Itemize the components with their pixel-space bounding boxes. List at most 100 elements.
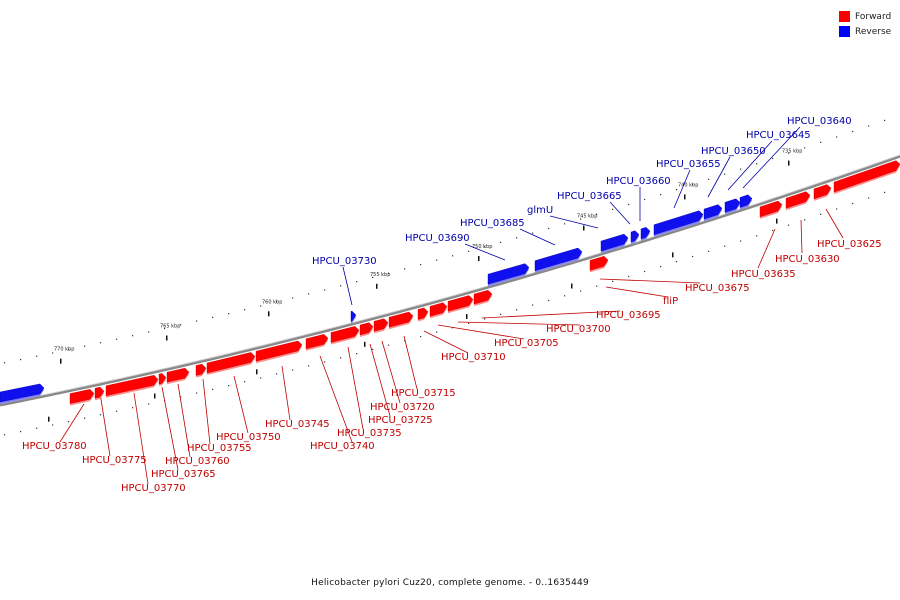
leader-hpcu-03765	[161, 386, 179, 471]
gene-label-hpcu-03625: HPCU_03625	[817, 239, 882, 250]
scale-dot	[820, 213, 822, 215]
gene-hpcu-03745	[206, 352, 256, 375]
scale-dot	[820, 141, 822, 143]
leader-hpcu-03770	[133, 392, 149, 485]
gene-hpcu-03700	[429, 302, 448, 319]
scale-dot	[356, 281, 358, 283]
leader-hpcu-03645	[727, 140, 773, 191]
gene-body	[255, 340, 303, 362]
scale-dot	[580, 290, 582, 292]
scale-dot	[644, 198, 646, 201]
scale-tick	[60, 358, 62, 364]
legend-label-reverse: Reverse	[855, 26, 892, 37]
scale-dot	[564, 295, 566, 297]
scale-dot	[52, 424, 54, 426]
gene-label-hpcu-03650: HPCU_03650	[701, 146, 766, 157]
gene-label-hpcu-03640: HPCU_03640	[787, 116, 852, 127]
scale-dot	[676, 261, 678, 263]
gene-label-hpcu-03730: HPCU_03730	[312, 256, 377, 267]
gene-body	[417, 307, 429, 320]
scale-dot	[788, 152, 790, 154]
scale-dot	[644, 270, 646, 273]
scale-tick	[154, 393, 156, 399]
scale-dot	[724, 173, 726, 175]
scale-dot	[84, 417, 86, 419]
gene-body	[195, 363, 207, 376]
leader-hpcu-03690	[464, 243, 506, 261]
scale-dot	[692, 183, 694, 186]
leader-hpcu-03695	[481, 310, 621, 319]
scale-tick	[788, 160, 790, 166]
scale-tick	[672, 252, 674, 258]
tick-label-770-kbp: 770 kbp	[54, 347, 74, 353]
gene-body	[653, 210, 704, 236]
scale-dot	[532, 232, 534, 234]
scale-dot	[532, 304, 534, 306]
scale-dot	[84, 345, 86, 347]
scale-tick	[364, 341, 366, 347]
scale-dot	[148, 331, 150, 333]
gene-label-hpcu-03720: HPCU_03720	[370, 402, 435, 413]
tick-label-755-kbp: 755 kbp	[370, 272, 390, 278]
gene-label-hpcu-03700: HPCU_03700	[546, 324, 611, 335]
scale-dot	[468, 250, 470, 252]
genome-caption: Helicobacter pylori Cuz20, complete geno…	[311, 578, 589, 588]
gene-body	[305, 334, 329, 350]
gene-label-hpcu-03710: HPCU_03710	[441, 352, 506, 363]
gene-hpcu-03770	[94, 386, 105, 401]
gene-label-hpcu-03695: HPCU_03695	[596, 310, 661, 321]
scale-tick	[466, 314, 468, 319]
tick-label-740-kbp: 740 kbp	[678, 182, 698, 188]
scale-dot	[852, 202, 854, 205]
legend-swatch-reverse	[839, 26, 850, 37]
tick-label-760-kbp: 760 kbp	[262, 299, 282, 305]
scale-dot	[772, 157, 774, 160]
gene-flip	[473, 289, 493, 307]
scale-dot	[500, 313, 502, 315]
gene-hpcu-03650	[703, 204, 723, 222]
gene-body	[600, 233, 629, 252]
scale-dot	[452, 255, 454, 257]
gene-hpcu-03735	[305, 334, 329, 351]
gene-body	[206, 352, 256, 374]
scale-dot	[292, 369, 294, 371]
gene-body	[158, 373, 167, 385]
scale-dot	[52, 352, 54, 354]
scale-dot	[404, 340, 406, 342]
gene-body	[833, 160, 900, 193]
gene-hpcu-03750	[195, 363, 207, 378]
legend-item-forward: Forward	[839, 9, 891, 24]
scale-tick	[166, 335, 168, 341]
scale-dot	[724, 245, 726, 247]
leader-hpcu-03640	[742, 126, 801, 189]
scale-dot	[708, 250, 710, 252]
scale-dot	[276, 373, 278, 375]
leader-hpcu-03635	[757, 228, 776, 269]
gene-body	[724, 198, 741, 213]
gene-body	[166, 367, 190, 383]
scale-dot	[132, 335, 134, 337]
gene-label-hpcu-03760: HPCU_03760	[165, 456, 230, 467]
leader-hpcu-03715	[403, 335, 418, 390]
scale-dot	[228, 313, 230, 315]
scale-dot	[68, 349, 70, 351]
leader-hpcu-03735	[347, 346, 364, 430]
scale-dot	[164, 327, 166, 330]
scale-dot	[100, 414, 102, 416]
leader-hpcu-03740	[319, 355, 353, 443]
leader-hpcu-03625	[825, 208, 844, 239]
leader-hpcu-03630	[800, 219, 803, 254]
gene-label-hpcu-03755: HPCU_03755	[187, 443, 252, 454]
scale-tick	[478, 256, 480, 261]
scale-dot	[244, 309, 246, 311]
gene-body	[94, 386, 105, 399]
gene-label-hpcu-03675: HPCU_03675	[685, 283, 750, 294]
scale-dot	[868, 197, 870, 199]
backbone-line	[0, 154, 900, 407]
scale-dot	[548, 299, 550, 302]
leader-hpcu-03730	[342, 266, 353, 306]
scale-dot	[676, 189, 678, 191]
gene-hpcu-03625-a	[833, 160, 900, 195]
leader-hpcu-03700	[457, 321, 581, 326]
scale-dot	[660, 194, 662, 196]
